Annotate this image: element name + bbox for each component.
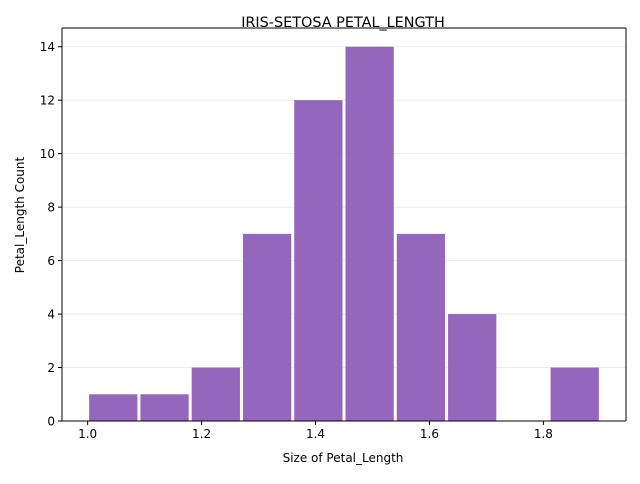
bar-0 — [89, 394, 138, 421]
y-tick-label-2: 2 — [47, 361, 55, 375]
bar-7 — [448, 314, 497, 421]
axes — [61, 27, 627, 422]
bar-2 — [191, 367, 240, 421]
x-axis-ticks: 1.0 1.2 1.4 1.6 1.8 — [78, 421, 553, 441]
y-tick-label-4: 4 — [47, 308, 55, 322]
bars — [89, 46, 599, 422]
x-tick-label-1.0: 1.0 — [78, 427, 97, 441]
y-tick-label-12: 12 — [40, 94, 55, 108]
y-axis-ticks: 0 2 4 6 8 10 12 14 — [40, 40, 62, 429]
x-axis-label: Size of Petal_Length — [283, 451, 404, 465]
bar-3 — [242, 233, 292, 421]
bar-6 — [396, 233, 446, 421]
y-tick-label-14: 14 — [40, 40, 55, 54]
bar-4 — [294, 100, 343, 422]
x-tick-label-1.6: 1.6 — [420, 427, 439, 441]
bar-1 — [140, 394, 189, 421]
x-tick-label-1.8: 1.8 — [534, 427, 553, 441]
y-tick-label-0: 0 — [47, 415, 55, 429]
y-axis-label: Petal_Length Count — [13, 156, 27, 273]
chart-title: IRIS-SETOSA PETAL_LENGTH — [241, 15, 445, 31]
grid-lines — [62, 46, 626, 422]
x-tick-label-1.4: 1.4 — [306, 427, 325, 441]
x-tick-label-1.2: 1.2 — [192, 427, 211, 441]
bar-9 — [550, 367, 599, 421]
y-tick-label-6: 6 — [47, 254, 55, 268]
bar-5 — [345, 46, 394, 421]
y-tick-label-10: 10 — [40, 147, 55, 161]
y-tick-label-8: 8 — [47, 201, 55, 215]
